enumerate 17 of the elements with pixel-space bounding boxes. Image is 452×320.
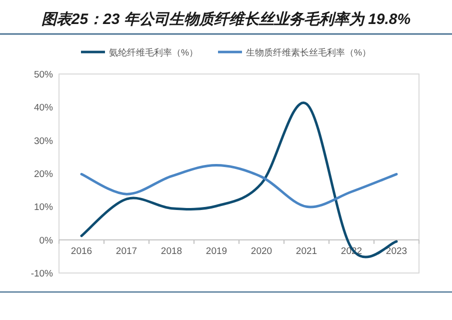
x-tick-label: 2019 xyxy=(206,246,228,257)
title: 图表25：23 年公司生物质纤维长丝业务毛利率为 19.8% xyxy=(41,11,411,28)
y-tick-label: 20% xyxy=(34,169,54,180)
x-tick-label: 2016 xyxy=(70,246,92,257)
y-tick-label: -10% xyxy=(30,268,54,280)
legend-label: 生物质纤维素长丝毛利率（%） xyxy=(246,48,372,58)
x-tick-label: 2017 xyxy=(116,246,138,257)
y-tick-label: 0% xyxy=(39,235,54,246)
y-tick-label: 30% xyxy=(34,136,54,147)
y-tick-label: 40% xyxy=(34,102,54,114)
x-tick-label: 2021 xyxy=(296,246,318,257)
legend-label: 氨纶纤维毛利率（%） xyxy=(108,48,198,58)
x-tick-label: 2023 xyxy=(386,246,408,257)
y-tick-label: 10% xyxy=(34,202,54,214)
x-tick-label: 2018 xyxy=(160,246,182,257)
x-tick-label: 2020 xyxy=(250,246,272,257)
y-tick-label: 50% xyxy=(34,70,54,80)
